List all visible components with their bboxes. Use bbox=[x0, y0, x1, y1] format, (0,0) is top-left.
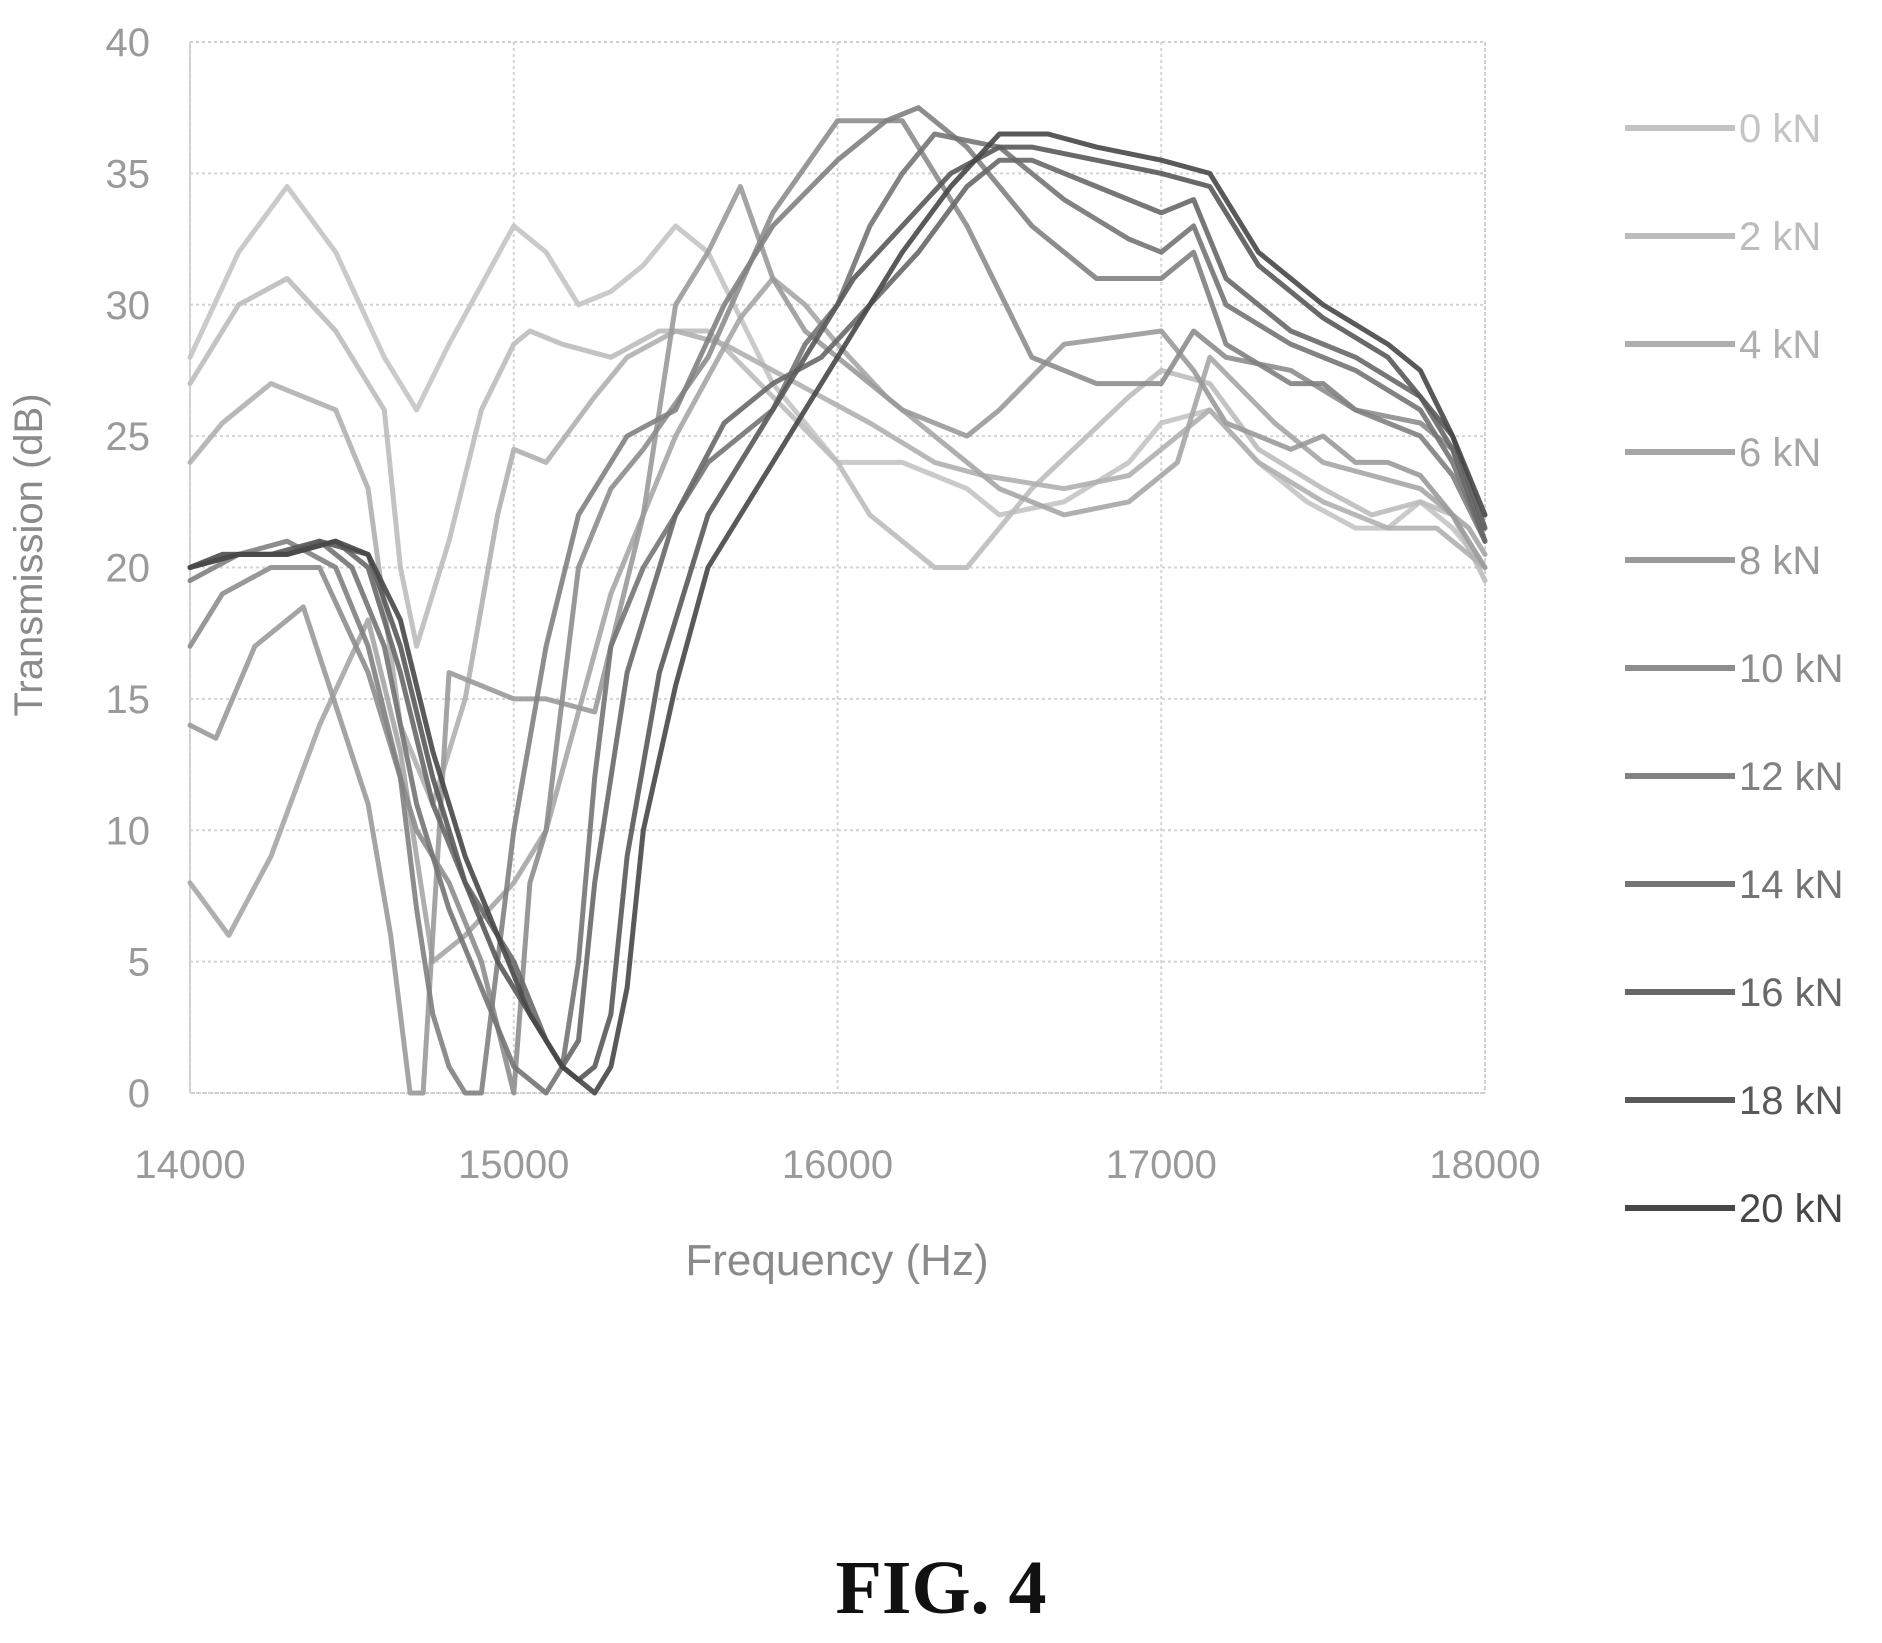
legend-label: 16 kN bbox=[1739, 971, 1844, 1015]
y-tick-label: 20 bbox=[106, 547, 151, 591]
series-group bbox=[187, 105, 1488, 1096]
y-tick-labels: 0 5 10 15 20 25 30 35 40 bbox=[106, 21, 151, 1116]
legend-label: 2 kN bbox=[1739, 215, 1821, 259]
x-tick-labels: 14000 15000 16000 17000 18000 bbox=[134, 1143, 1540, 1187]
legend: 0 kN 2 kN 4 kN 6 kN 8 kN 10 kN 12 kN 14 kN 16 kN… bbox=[1625, 107, 1844, 1231]
legend-label: 6 kN bbox=[1739, 431, 1821, 475]
y-tick-label: 30 bbox=[106, 284, 151, 328]
y-tick-label: 40 bbox=[106, 21, 151, 65]
series-line-2-kn bbox=[187, 276, 1488, 649]
y-tick-label: 10 bbox=[106, 809, 151, 853]
legend-label: 14 kN bbox=[1739, 863, 1844, 907]
x-axis-label: Frequency (Hz) bbox=[685, 1236, 988, 1285]
legend-label: 18 kN bbox=[1739, 1079, 1844, 1123]
legend-label: 4 kN bbox=[1739, 323, 1821, 367]
series-line-6-kn bbox=[187, 276, 1488, 965]
y-tick-label: 5 bbox=[128, 941, 150, 985]
y-tick-label: 15 bbox=[106, 678, 151, 722]
series-line-12-kn bbox=[187, 105, 1488, 1096]
series-line-0-kn bbox=[187, 184, 1488, 570]
legend-label: 0 kN bbox=[1739, 107, 1821, 151]
x-tick-label: 18000 bbox=[1429, 1143, 1540, 1187]
legend-label: 10 kN bbox=[1739, 647, 1844, 691]
legend-label: 12 kN bbox=[1739, 755, 1844, 799]
series-line-16-kn bbox=[187, 157, 1488, 1070]
x-tick-label: 17000 bbox=[1106, 1143, 1217, 1187]
legend-label: 20 kN bbox=[1739, 1187, 1844, 1231]
series-line-14-kn bbox=[187, 131, 1488, 1096]
x-tick-label: 16000 bbox=[782, 1143, 893, 1187]
figure-caption: FIG. 4 bbox=[835, 1546, 1047, 1630]
legend-label: 8 kN bbox=[1739, 539, 1821, 583]
y-axis-label: Transmission (dB) bbox=[7, 393, 51, 716]
y-tick-label: 35 bbox=[106, 152, 151, 196]
series-line-18-kn bbox=[187, 144, 1488, 1083]
grid bbox=[189, 41, 1486, 1094]
x-tick-label: 14000 bbox=[134, 1143, 245, 1187]
x-tick-label: 15000 bbox=[458, 1143, 569, 1187]
y-tick-label: 25 bbox=[106, 415, 151, 459]
series-line-20-kn bbox=[187, 131, 1488, 1096]
y-tick-label: 0 bbox=[128, 1072, 150, 1116]
series-line-8-kn bbox=[187, 184, 1488, 1096]
